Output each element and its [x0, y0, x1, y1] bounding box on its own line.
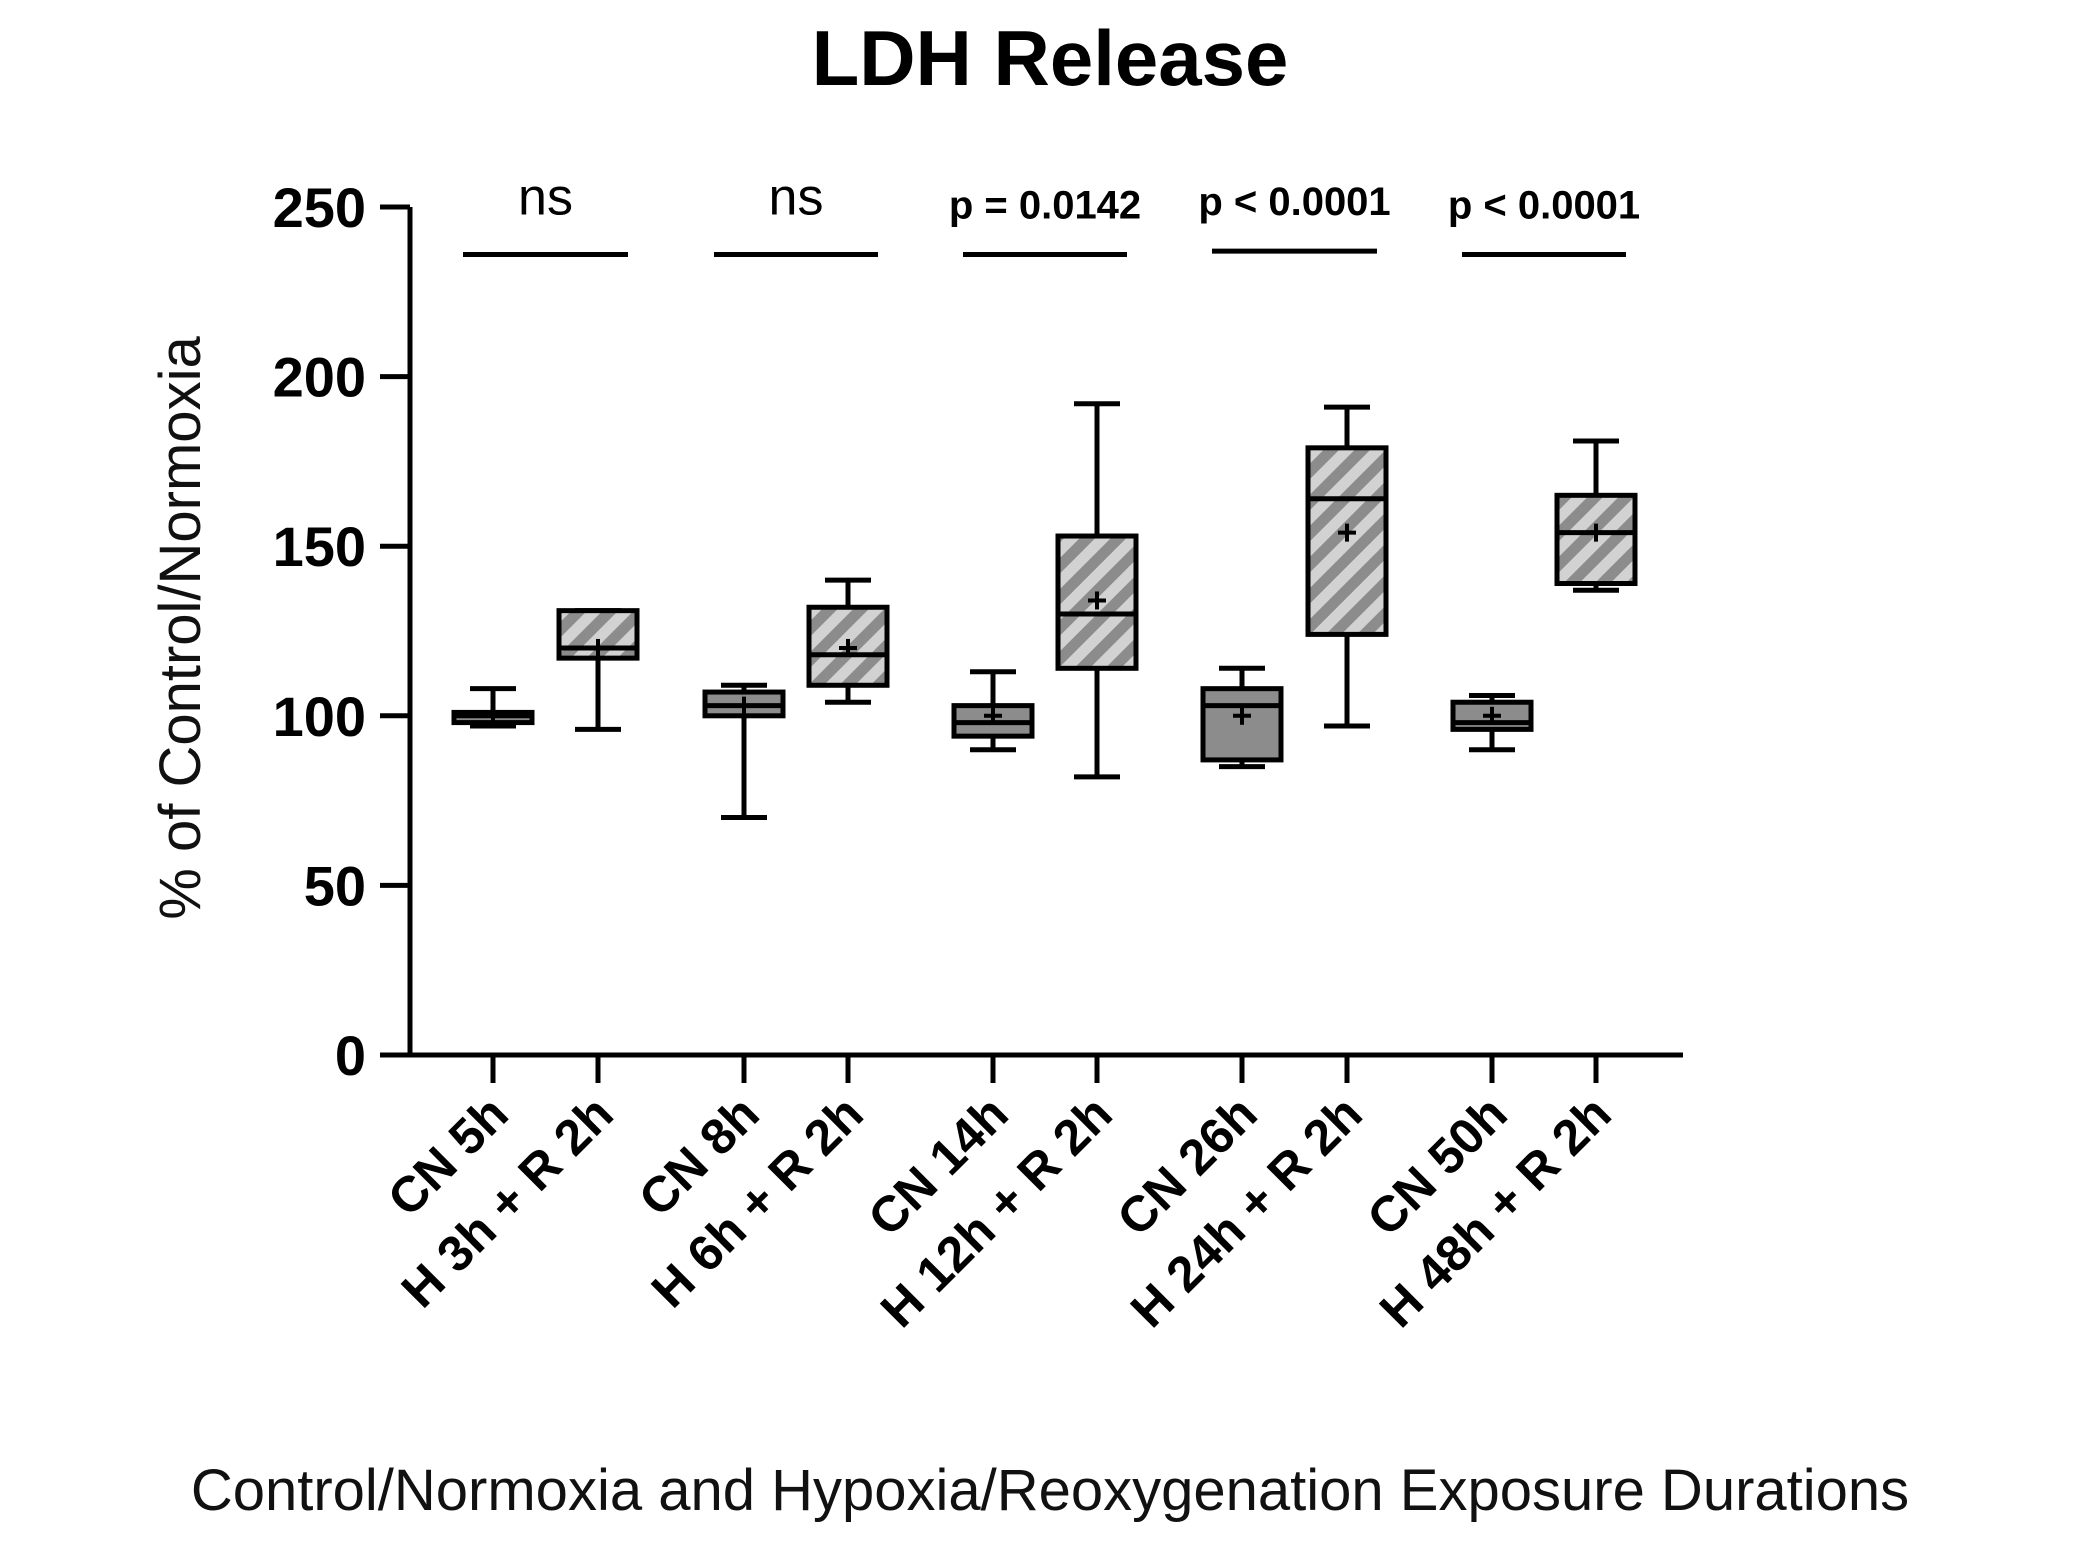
chart-title: LDH Release	[812, 14, 1289, 102]
box-group	[806, 577, 890, 705]
box-group	[1450, 692, 1534, 753]
box-group	[451, 686, 535, 729]
significance-label: ns	[769, 168, 824, 226]
significance-label: p < 0.0001	[1448, 183, 1640, 227]
significance-label: ns	[518, 168, 573, 226]
y-tick-label: 200	[273, 346, 366, 409]
significance-label: p = 0.0142	[949, 183, 1141, 227]
box-group	[1305, 404, 1389, 729]
y-tick-label: 100	[273, 685, 366, 748]
y-tick-label: 50	[304, 854, 366, 917]
box-group	[1055, 401, 1139, 780]
box-group	[1200, 665, 1284, 770]
significance-annotations: ns ns p = 0.0142 p < 0.0001 p < 0.0001	[463, 168, 1640, 257]
y-tick-label: 0	[335, 1024, 366, 1087]
x-axis-label: Control/Normoxia and Hypoxia/Reoxygenati…	[191, 1458, 1909, 1523]
box-series	[451, 401, 1638, 821]
box-group	[951, 669, 1035, 753]
box-group	[702, 682, 786, 821]
y-tick-label: 250	[273, 176, 366, 239]
y-axis-label: % of Control/Normoxia	[148, 336, 213, 920]
y-tick-label: 150	[273, 515, 366, 578]
significance-label: p < 0.0001	[1198, 180, 1390, 224]
box-group	[556, 608, 640, 732]
box-group	[1554, 438, 1638, 593]
y-axis-ticks: 0 50 100 150 200 250	[273, 176, 410, 1087]
axes-frame	[407, 207, 1683, 1058]
